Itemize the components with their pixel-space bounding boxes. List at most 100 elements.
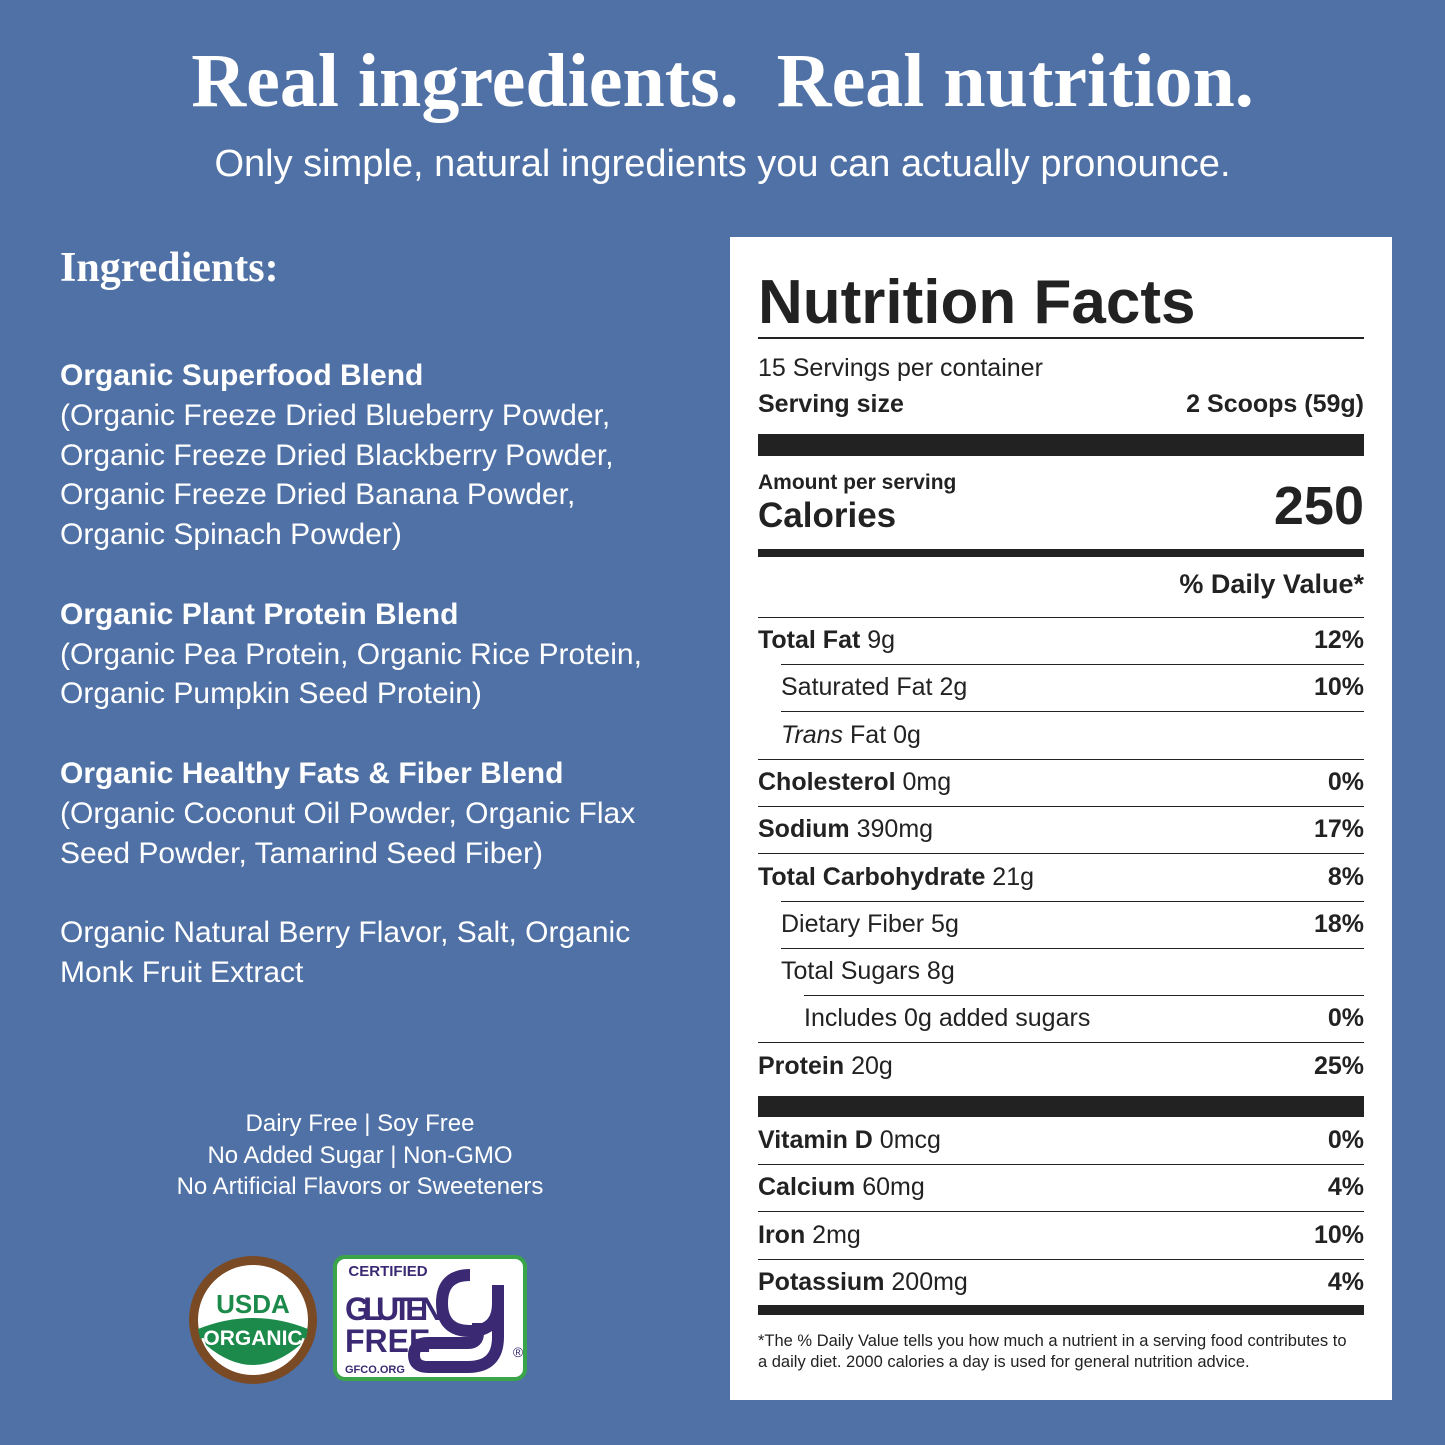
rule	[758, 1305, 1364, 1315]
nutrient-name-italic: Trans	[781, 720, 844, 749]
gf-text: ®	[513, 1344, 524, 1360]
ingredient-detail: (Organic Freeze Dried Blueberry Powder, …	[60, 398, 614, 552]
rule	[781, 711, 1364, 713]
nutrient-name-text: Total Sugars	[781, 957, 920, 986]
calories: 250	[1273, 476, 1364, 536]
nutrient-name: Sodium 390mg	[758, 815, 933, 844]
nutrient-name: Trans Fat 0g	[781, 721, 921, 750]
claims: Dairy Free | Soy Free No Added Sugar | No…	[140, 1108, 580, 1203]
ingredient-name: Organic Plant Protein Blend	[60, 597, 459, 631]
nutrient-amount: 9g	[867, 626, 896, 654]
nutrient-amount: 2mg	[812, 1220, 861, 1249]
rule	[758, 1164, 1364, 1165]
nutrient-dv: 17%	[1313, 815, 1364, 844]
ingredient-name: Organic Superfood Blend	[60, 359, 424, 392]
rule	[758, 1042, 1364, 1044]
ingredients-list: Organic Superfood Blend (Organic Freeze D…	[60, 356, 670, 1033]
servings: 15 Servings per container	[758, 354, 1043, 382]
rule	[758, 434, 1364, 456]
rule	[781, 664, 1364, 665]
gf-text: CERTIFIED	[348, 1263, 427, 1280]
nutrient-amount: 0mg	[902, 767, 952, 796]
gf-text: FREE	[345, 1323, 430, 1359]
nutrient-dv: 0%	[1327, 767, 1364, 796]
panel-title: Nutrition Facts	[758, 268, 1196, 337]
nutrient-dv: 25%	[1313, 1051, 1364, 1080]
nutrient-name-text: Total Fat	[758, 626, 861, 654]
nutrient-amount: 20g	[851, 1051, 893, 1080]
nutrient-name-text: Vitamin D	[758, 1126, 873, 1154]
nutrient-amount: 0mcg	[879, 1126, 941, 1154]
nutrient-name: Total Fat 9g	[758, 626, 895, 655]
claim: No Added Sugar | Non-GMO	[207, 1141, 513, 1169]
nutrient-amount: 200mg	[891, 1267, 968, 1296]
nutrient-name: Iron 2mg	[758, 1221, 861, 1250]
nutrition-panel: Nutrition Facts 15 Servings per container…	[730, 237, 1392, 1400]
nutrient-name-text: Cholesterol	[758, 767, 896, 796]
nutrient-name: Vitamin D 0mcg	[758, 1126, 941, 1155]
nutrient-name: Potassium 200mg	[758, 1268, 968, 1297]
nutrient-amount: 60mg	[862, 1173, 925, 1202]
nutrient-name: Saturated Fat 2g	[781, 673, 967, 702]
nutrient-amount: 0g	[893, 720, 921, 749]
subheadline: Only simple, natural ingredients you can…	[214, 143, 1231, 185]
nutrient-amount: 2g	[939, 673, 968, 702]
nutrient-name-text: Saturated Fat	[781, 673, 933, 702]
nutrient-name: Calcium 60mg	[758, 1173, 925, 1202]
ingredients-heading: Ingredients:	[60, 245, 279, 291]
ingredient-block: Organic Healthy Fats & Fiber Blend (Organ…	[60, 754, 670, 873]
nutrient-dv: 18%	[1313, 909, 1364, 938]
nutrient-amount: 5g	[931, 909, 959, 938]
gf-badge	[333, 1255, 527, 1381]
nutrient-name-text: Dietary Fiber	[781, 909, 925, 938]
nutrient-name-text: Sodium	[758, 815, 850, 844]
amount-label: Amount per serving	[758, 471, 957, 494]
rule	[781, 947, 1364, 949]
rule	[781, 900, 1364, 902]
ingredient-name: Organic Healthy Fats & Fiber Blend	[60, 756, 564, 790]
rule	[804, 995, 1364, 997]
dv-heading: % Daily Value*	[1179, 569, 1364, 599]
nutrient-name: Cholesterol 0mg	[758, 768, 951, 797]
gf-text: GFCO.ORG	[345, 1364, 405, 1376]
nutrient-dv: 4%	[1327, 1173, 1364, 1202]
calories-label: Calories	[758, 496, 897, 535]
nutrient-name-text: Includes 0g added sugars	[804, 1004, 1091, 1033]
rule	[758, 549, 1364, 557]
gf-text: GLUTEN	[345, 1291, 443, 1327]
nutrient-name-text: Protein	[758, 1051, 845, 1080]
footnote: *The % Daily Value tells you how much a …	[758, 1332, 1347, 1371]
ingredient-detail: Organic Natural Berry Flavor, Salt, Orga…	[60, 916, 631, 989]
claim: Dairy Free | Soy Free	[245, 1110, 475, 1137]
nutrient-name-text: Potassium	[758, 1267, 885, 1296]
rule	[758, 853, 1364, 855]
gf-logo	[407, 1269, 504, 1373]
nutrient-name: Total Sugars 8g	[781, 957, 955, 986]
nutrient-name: Includes 0g added sugars	[804, 1004, 1090, 1033]
rule	[758, 1258, 1364, 1260]
nutrient-dv: 0%	[1327, 1126, 1364, 1154]
nutrient-dv: 10%	[1313, 673, 1364, 702]
headline: Real ingredients. Real nutrition.	[191, 39, 1254, 123]
claim: No Artificial Flavors or Sweeteners	[176, 1173, 544, 1200]
ingredient-detail: (Organic Pea Protein, Organic Rice Prote…	[60, 637, 642, 711]
badges: USDA ORGANIC CERTIFIED GLUTEN FREE GFCO.…	[189, 1255, 527, 1384]
usda-text: USDA	[216, 1289, 290, 1319]
nutrient-dv: 0%	[1327, 1004, 1364, 1033]
nutrient-name: Dietary Fiber 5g	[781, 910, 959, 939]
rule	[758, 617, 1364, 618]
serving-size-label: Serving size	[758, 390, 904, 418]
nutrient-amount: 390mg	[856, 815, 934, 844]
ingredient-block: Organic Superfood Blend (Organic Freeze D…	[60, 356, 670, 555]
nutrient-name-text: Total Carbohydrate	[758, 862, 986, 891]
ingredient-block: Organic Natural Berry Flavor, Salt, Orga…	[60, 913, 670, 993]
rule	[758, 758, 1364, 760]
rule	[758, 805, 1364, 807]
ingredient-block: Organic Plant Protein Blend (Organic Pea …	[60, 595, 670, 714]
nutrient-name-text: Fat	[850, 720, 887, 749]
nutrient-dv: 4%	[1327, 1267, 1364, 1296]
usda-text: ORGANIC	[203, 1327, 302, 1350]
nutrient-amount: 21g	[992, 862, 1035, 891]
rule	[758, 1211, 1364, 1213]
